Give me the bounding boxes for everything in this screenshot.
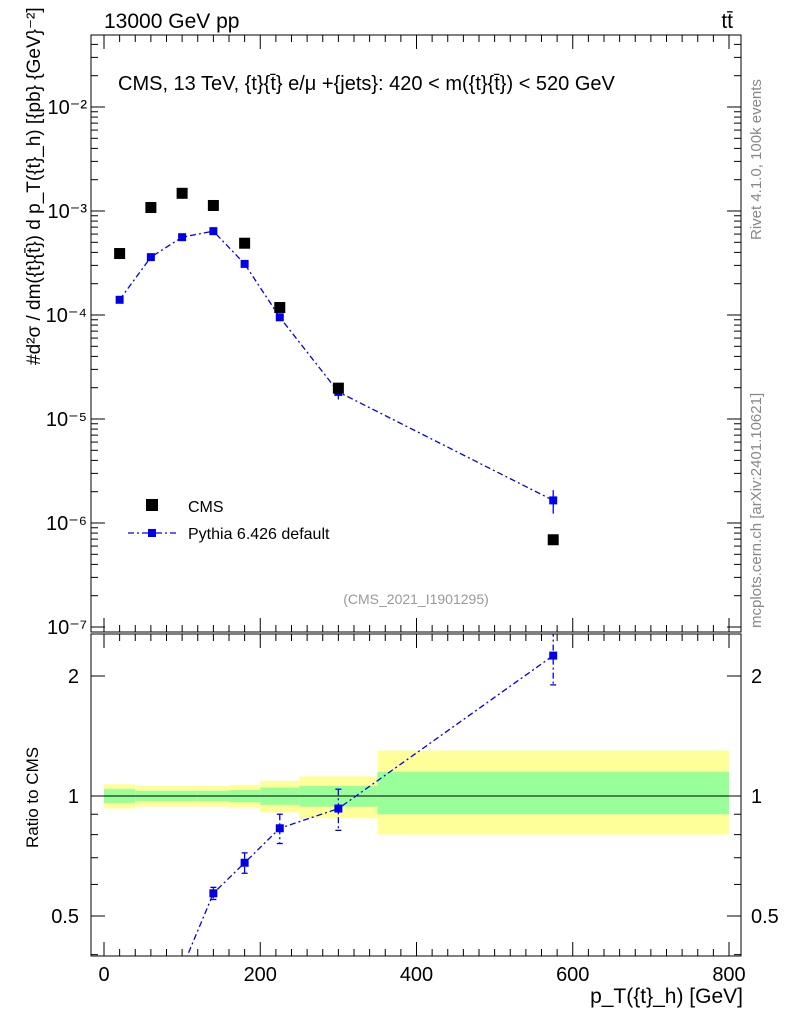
ratio-point: [178, 964, 186, 972]
x-tick-label: 800: [712, 964, 745, 986]
pythia-point: [209, 227, 218, 236]
x-axis-title: p_T({t}_h) [GeV]: [590, 985, 743, 1008]
axes-ticks: 10⁻⁷ 10⁻⁶ 10⁻⁵ 10⁻⁴ 10⁻³ 10⁻² 0 200 400 600 800 0.5…: [46, 35, 779, 986]
cms-point: [114, 248, 126, 260]
cms-point: [274, 302, 286, 314]
legend: CMS Pythia 6.426 default: [128, 499, 330, 543]
ratio-y-tick-label: 2: [68, 666, 79, 688]
main-y-axis-title: #d²σ / dm({t}{t̄}) d p_T({t}_h) [{pb} {G…: [24, 7, 45, 365]
x-tick-label: 200: [244, 964, 277, 986]
ratio-point: [209, 889, 218, 898]
y-tick-label: 10⁻⁴: [46, 305, 87, 327]
ratio-point: [549, 651, 558, 660]
pythia-point: [240, 259, 249, 268]
y-tick-label: 10⁻⁷: [47, 617, 87, 639]
legend-pythia-marker: [148, 529, 156, 537]
y-tick-label: 10⁻³: [48, 201, 88, 223]
legend-pythia-label: Pythia 6.426 default: [188, 526, 330, 543]
ratio-line: [186, 655, 554, 956]
ratio-y-tick-label: 1: [68, 786, 79, 808]
ratio-y-axis-title: Ratio to CMS: [23, 747, 42, 848]
analysis-id: (CMS_2021_I1901295): [343, 591, 489, 607]
x-tick-label: 600: [556, 964, 589, 986]
uncertainty-bands: [104, 750, 729, 835]
cms-point: [176, 187, 188, 199]
source-label: mcplots.cern.ch [arXiv:2401.10621]: [748, 393, 765, 628]
process-label: tt̄: [721, 10, 733, 33]
x-tick-label: 0: [98, 964, 109, 986]
pythia-point: [115, 295, 124, 304]
ratio-y-tick-label: 0.5: [51, 906, 79, 928]
y-tick-label: 10⁻⁵: [46, 409, 87, 431]
ratio-y-tick-label-right: 1: [751, 786, 762, 808]
y-tick-label: 10⁻⁶: [46, 513, 87, 535]
ratio-point: [275, 824, 284, 833]
x-tick-label: 400: [400, 964, 433, 986]
cms-point: [145, 202, 157, 214]
legend-cms-marker: [146, 499, 158, 511]
pythia-line: [119, 230, 554, 501]
cms-point: [239, 237, 251, 249]
cms-point: [547, 534, 559, 546]
ratio-y-tick-label-right: 0.5: [751, 906, 779, 928]
ratio-y-tick-label-right: 2: [751, 666, 762, 688]
ratio-plot-series: [178, 634, 558, 972]
energy-label: 13000 GeV pp: [104, 10, 239, 33]
band-inner: [377, 771, 729, 815]
ratio-point: [240, 858, 249, 867]
pythia-point: [146, 253, 155, 262]
pythia-point: [178, 233, 187, 242]
pythia-point: [275, 313, 284, 322]
ratio-point: [334, 804, 343, 813]
cms-point: [207, 199, 219, 211]
y-tick-label: 10⁻²: [48, 97, 88, 119]
legend-cms-label: CMS: [188, 499, 224, 516]
main-plot-series: [114, 187, 559, 546]
rivet-version-label: Rivet 4.1.0, 100k events: [748, 79, 765, 240]
plot-title: CMS, 13 TeV, {t}{t̄} e/μ +{jets}: 420 < …: [118, 73, 616, 95]
cms-point: [332, 382, 344, 394]
pythia-point: [549, 496, 558, 505]
